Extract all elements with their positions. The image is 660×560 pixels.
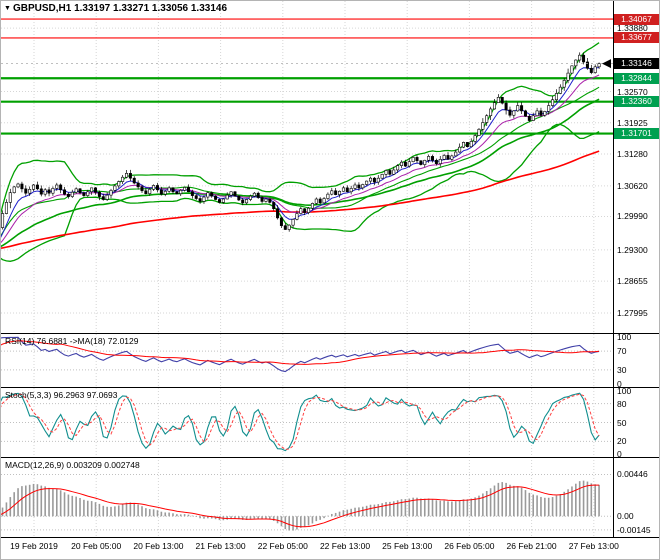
- time-axis-label: 26 Feb 05:00: [444, 541, 495, 551]
- chart-title: ▼ GBPUSD,H1 1.33197 1.33271 1.33056 1.331…: [4, 3, 227, 14]
- price-grid-layer: [1, 27, 613, 314]
- time-axis-label: 19 Feb 2019: [10, 541, 58, 551]
- vertical-grid-layer: [33, 1, 595, 538]
- moving-averages-layer: [1, 66, 600, 249]
- time-axis-label: 25 Feb 13:00: [382, 541, 433, 551]
- macd-indicator-label: MACD(12,26,9) 0.003209 0.002748: [5, 460, 140, 470]
- time-axis-label: 27 Feb 13:00: [568, 541, 619, 551]
- macd-layer: [1, 473, 613, 531]
- time-axis-label: 22 Feb 13:00: [319, 541, 371, 551]
- chart-shift-marker-icon: ▼: [4, 5, 11, 12]
- time-axis-label: 22 Feb 05:00: [257, 541, 308, 551]
- candles-layer: [1, 52, 601, 232]
- price-axis[interactable]: [614, 1, 659, 538]
- panel-frame-layer: [1, 1, 659, 538]
- time-axis-label: 20 Feb 05:00: [71, 541, 122, 551]
- time-axis-label: 21 Feb 13:00: [195, 541, 246, 551]
- rsi-layer: [1, 336, 613, 373]
- price-arrow-icon: [602, 59, 611, 69]
- chart-symbol-timeframe: GBPUSD,H1: [12, 3, 72, 14]
- chart-ohlc-quote: 1.33197 1.33271 1.33056 1.33146: [74, 3, 228, 14]
- bollinger-bands-layer: [1, 42, 600, 262]
- price-levels-layer: [1, 18, 613, 135]
- time-axis-label: 26 Feb 21:00: [506, 541, 557, 551]
- stochastic-layer: [1, 392, 613, 452]
- stoch-indicator-label: Stoch(5,3,3) 96.2963 97.0693: [5, 390, 118, 400]
- time-axis[interactable]: 19 Feb 2019 20 Feb 05:00 20 Feb 13:00 21 Fe…: [1, 538, 659, 559]
- time-axis-label: 20 Feb 13:00: [133, 541, 184, 551]
- rsi-indicator-label: RSI(14) 76.6881 ->MA(18) 72.0129: [5, 336, 139, 346]
